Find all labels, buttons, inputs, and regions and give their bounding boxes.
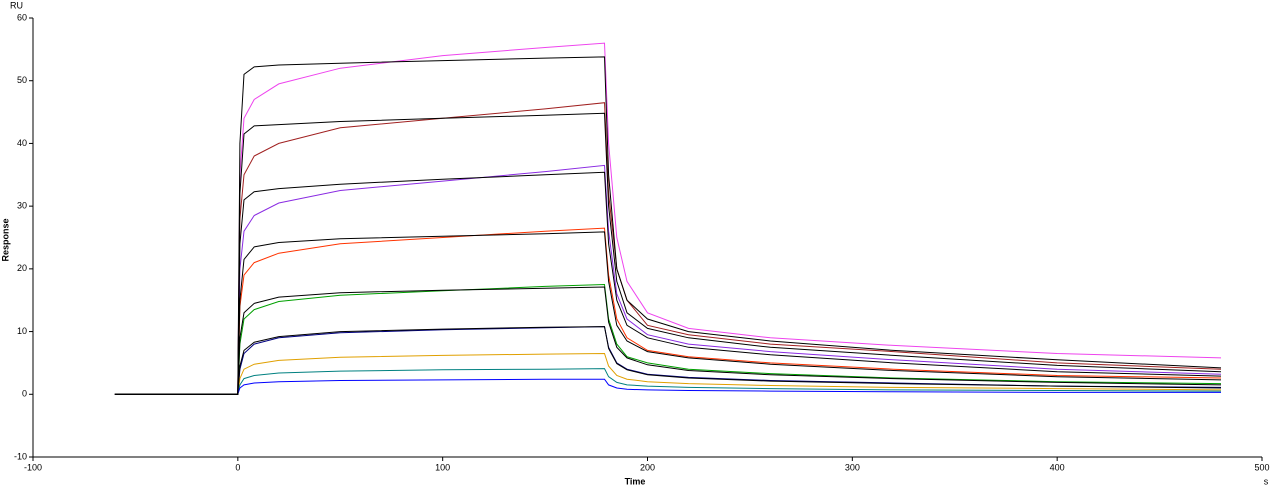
sensorgram-curve	[114, 227, 1222, 395]
y-tick-label: 60	[17, 12, 27, 22]
sensorgram-curve	[114, 352, 1222, 395]
sensorgram-curve	[114, 368, 1222, 395]
y-tick-label: 20	[17, 263, 27, 273]
sensorgram-curve	[114, 283, 1222, 395]
x-unit: s	[1264, 476, 1269, 486]
y-tick-label: 30	[17, 201, 27, 211]
y-tick-label: 50	[17, 75, 27, 85]
y-axis-label: Response	[0, 218, 10, 261]
sensorgram-curve	[114, 231, 1222, 395]
x-tick-label: -100	[24, 462, 42, 472]
sensorgram-curve	[114, 286, 1222, 395]
sensorgram-curve	[114, 112, 1222, 395]
sensorgram-curve	[114, 42, 1222, 395]
y-tick-label: 40	[17, 138, 27, 148]
sensorgram-curve	[114, 171, 1222, 395]
x-tick-label: 500	[1254, 462, 1269, 472]
sensorgram-curve	[114, 378, 1221, 395]
y-tick-label: -10	[14, 451, 27, 461]
x-tick-label: 400	[1050, 462, 1065, 472]
x-tick-label: 100	[435, 462, 450, 472]
y-tick-label: 10	[17, 326, 27, 336]
sensorgram-curve	[114, 164, 1222, 395]
x-tick-label: 0	[235, 462, 240, 472]
sensorgram-curve	[114, 56, 1222, 395]
sensorgram-curve	[114, 326, 1222, 395]
x-tick-label: 200	[640, 462, 655, 472]
x-tick-label: 300	[845, 462, 860, 472]
x-axis-label: Time	[625, 476, 646, 486]
sensorgram-curve	[114, 102, 1222, 395]
y-unit: RU	[10, 0, 23, 10]
y-tick-label: 0	[22, 389, 27, 399]
